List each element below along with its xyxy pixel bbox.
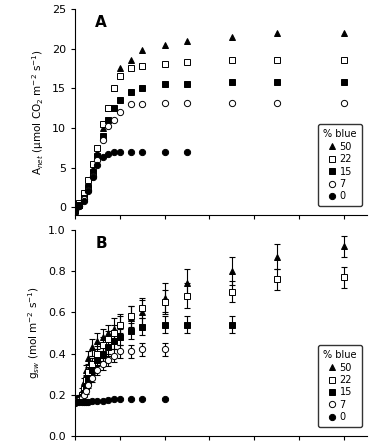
Y-axis label: A$_{net}$ (μmol CO$_2$ m$^{-2}$ s$^{-1}$): A$_{net}$ (μmol CO$_2$ m$^{-2}$ s$^{-1}$… — [30, 49, 46, 175]
Text: B: B — [95, 236, 107, 251]
Legend: 50, 22, 15, 7, 0: 50, 22, 15, 7, 0 — [318, 345, 362, 427]
Legend: 50, 22, 15, 7, 0: 50, 22, 15, 7, 0 — [318, 125, 362, 206]
Y-axis label: g$_{sw}$ (mol m$^{-2}$ s$^{-1}$): g$_{sw}$ (mol m$^{-2}$ s$^{-1}$) — [27, 287, 43, 379]
Text: A: A — [95, 15, 107, 30]
